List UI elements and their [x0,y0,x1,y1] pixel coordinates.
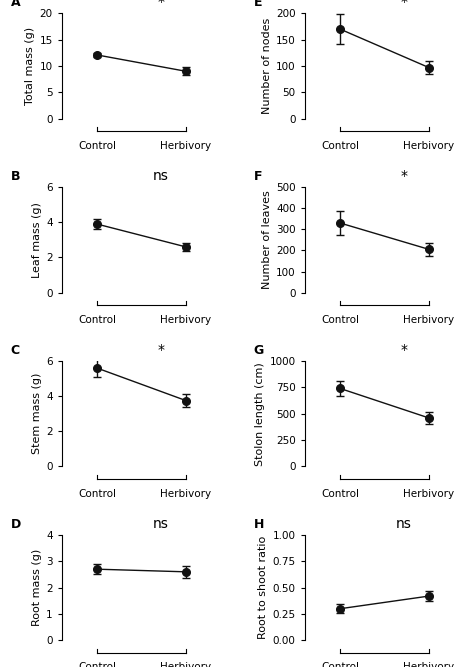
Text: Herbivory: Herbivory [403,662,455,667]
Text: Herbivory: Herbivory [403,489,455,498]
Text: ns: ns [153,169,169,183]
Y-axis label: Stem mass (g): Stem mass (g) [32,373,42,454]
Text: Control: Control [78,141,116,151]
Text: *: * [400,0,407,9]
Text: F: F [254,170,262,183]
Text: ns: ns [396,517,412,531]
Text: Herbivory: Herbivory [403,141,455,151]
Text: G: G [254,344,264,357]
Text: Control: Control [321,489,359,498]
Y-axis label: Root mass (g): Root mass (g) [32,549,42,626]
Text: Herbivory: Herbivory [403,315,455,325]
Text: *: * [400,169,407,183]
Y-axis label: Number of leaves: Number of leaves [262,191,272,289]
Y-axis label: Total mass (g): Total mass (g) [25,27,35,105]
Text: Herbivory: Herbivory [160,662,211,667]
Text: B: B [10,170,20,183]
Text: *: * [400,343,407,357]
Y-axis label: Root to shoot ratio: Root to shoot ratio [258,536,268,639]
Text: *: * [157,0,164,9]
Y-axis label: Number of nodes: Number of nodes [262,18,272,114]
Text: Herbivory: Herbivory [160,315,211,325]
Text: D: D [10,518,21,531]
Y-axis label: Stolon length (cm): Stolon length (cm) [255,362,265,466]
Text: Control: Control [321,141,359,151]
Text: C: C [10,344,19,357]
Text: ns: ns [153,517,169,531]
Text: H: H [254,518,264,531]
Text: Control: Control [78,315,116,325]
Text: Control: Control [78,662,116,667]
Text: E: E [254,0,262,9]
Y-axis label: Leaf mass (g): Leaf mass (g) [32,202,42,278]
Text: Herbivory: Herbivory [160,489,211,498]
Text: Herbivory: Herbivory [160,141,211,151]
Text: Control: Control [78,489,116,498]
Text: A: A [10,0,20,9]
Text: Control: Control [321,315,359,325]
Text: Control: Control [321,662,359,667]
Text: *: * [157,343,164,357]
